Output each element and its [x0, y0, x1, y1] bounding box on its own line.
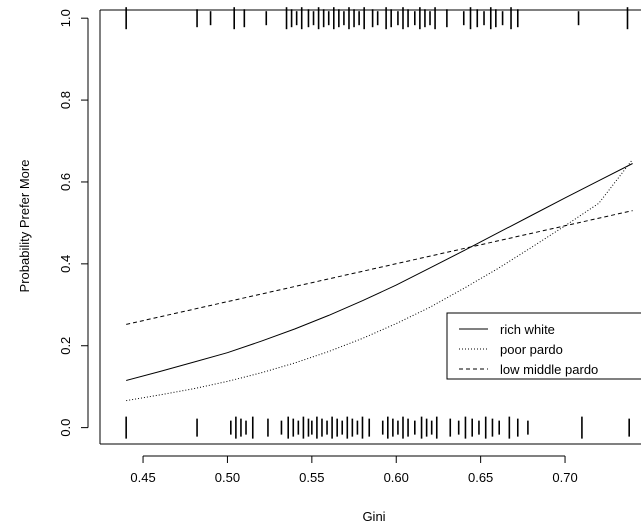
series-lines: [126, 159, 633, 402]
x-tick-label-0: 0.45: [130, 470, 155, 485]
rug-marks: [125, 7, 630, 439]
legend: rich white poor pardo low middle pardo: [446, 312, 641, 380]
y-tick-label-5: 1.0: [58, 9, 73, 27]
x-tick-label-3: 0.60: [384, 470, 409, 485]
x-axis-label: Gini: [362, 509, 385, 524]
y-tick-label-2: 0.4: [58, 255, 73, 273]
legend-box: [446, 312, 641, 380]
legend-label-rich-white: rich white: [500, 322, 555, 337]
axes: 0.45 0.50 0.55 0.60 0.65 0.70 0.0 0.2 0.4 0.6 0.8 1…: [58, 9, 641, 485]
series-line-poor-pardo: [126, 159, 633, 402]
x-tick-label-2: 0.55: [299, 470, 324, 485]
legend-label-poor-pardo: poor pardo: [500, 342, 563, 357]
y-tick-label-4: 0.8: [58, 91, 73, 109]
series-line-rich-white: [126, 163, 633, 381]
x-tick-label-1: 0.50: [215, 470, 240, 485]
y-tick-label-3: 0.6: [58, 173, 73, 191]
series-line-low-middle-pardo: [126, 210, 633, 325]
y-axis-label: Probability Prefer More: [17, 160, 32, 293]
y-tick-label-1: 0.2: [58, 337, 73, 355]
x-tick-label-5: 0.70: [552, 470, 577, 485]
x-tick-label-4: 0.65: [468, 470, 493, 485]
y-tick-label-0: 0.0: [58, 419, 73, 437]
legend-label-low-middle-pardo: low middle pardo: [500, 362, 598, 377]
